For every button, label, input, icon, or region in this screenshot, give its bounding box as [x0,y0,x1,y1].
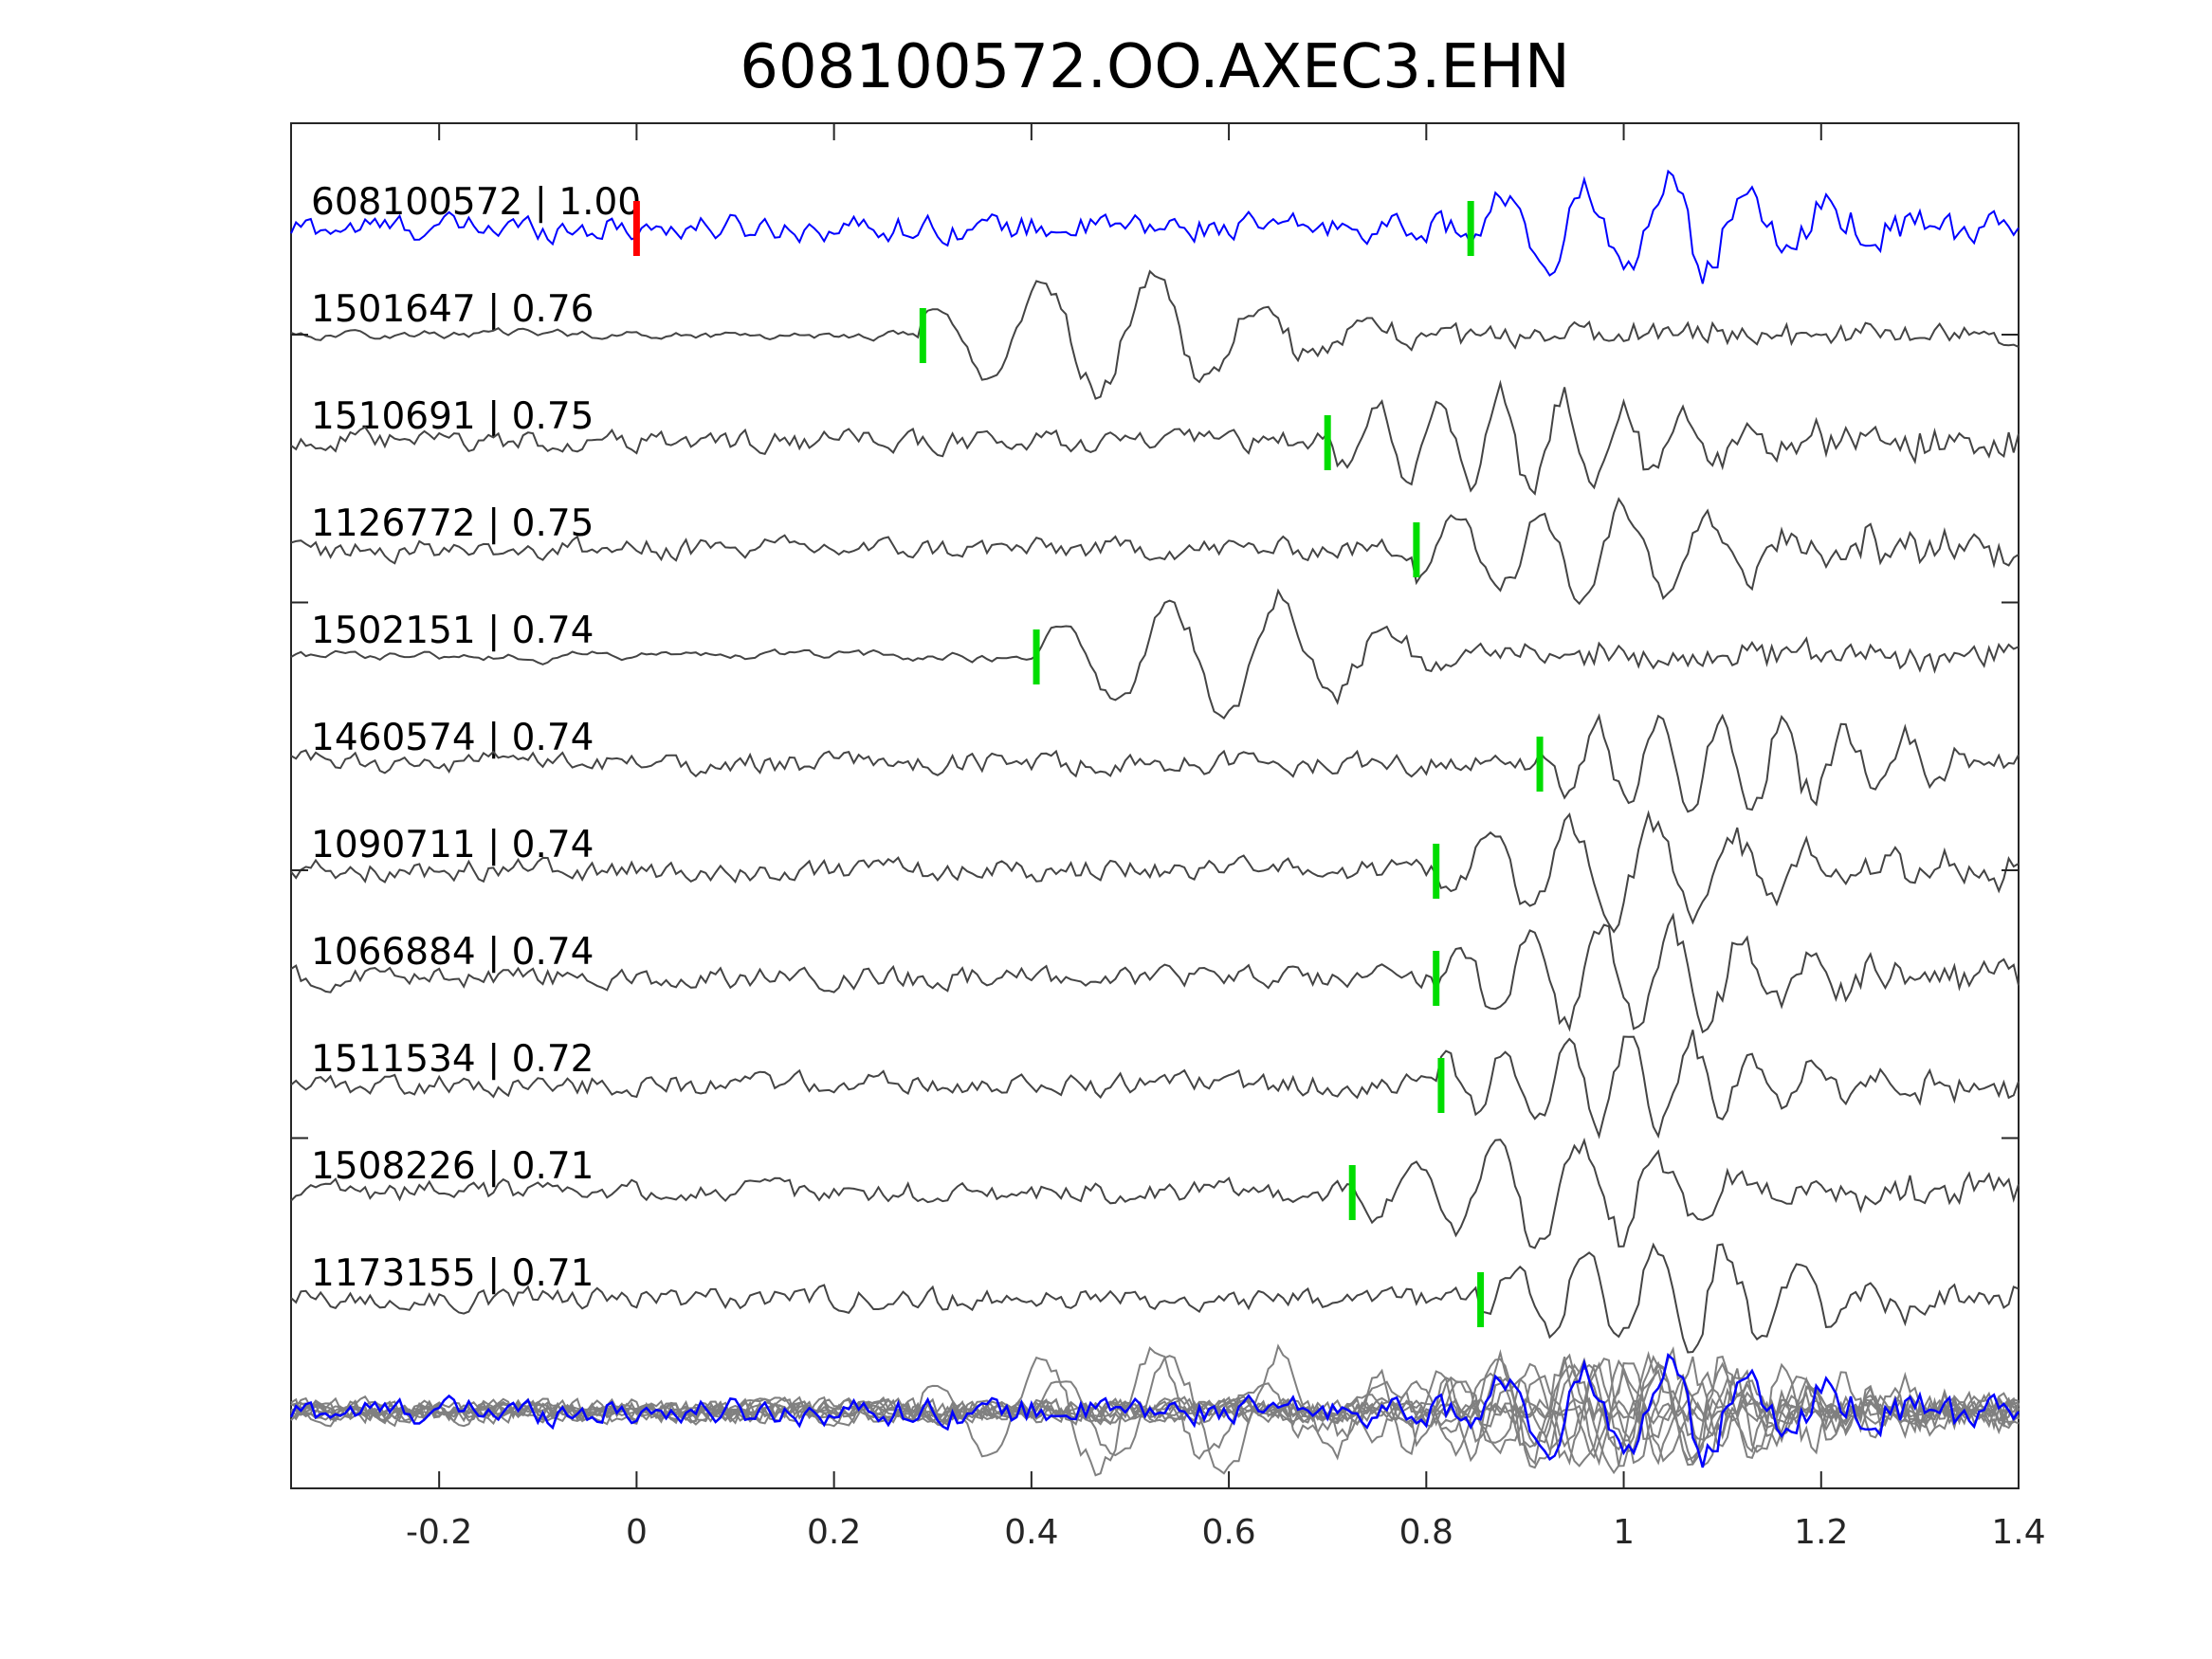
trace-label: 1090711 | 0.74 [311,824,594,866]
trace-line [290,1030,2020,1139]
stack-trace [290,1356,2020,1467]
trace-line [290,497,2020,606]
trace-line [290,379,2020,496]
x-tick-label: 0.8 [1399,1513,1453,1552]
trace-label: 1460574 | 0.74 [311,717,594,759]
trace-label: 1508226 | 0.71 [311,1145,594,1188]
trace-line [290,912,2020,1034]
trace-label: 1510691 | 0.75 [311,395,594,438]
trace-label: 1502151 | 0.74 [311,610,594,652]
stack-trace [290,1355,2020,1467]
x-tick-label: 1.2 [1794,1513,1848,1552]
trace-label: 608100572 | 1.00 [311,181,641,224]
trace-line [290,1242,2020,1354]
trace-label: 1066884 | 0.74 [311,931,594,974]
x-tick-label: 0.4 [1004,1513,1058,1552]
trace-line [290,588,2020,720]
traces-group: 608100572 | 1.00 1501647 | 0.76 1510691 | … [289,169,2020,1477]
reference-trace [290,169,2020,284]
trace-line [290,1137,2020,1249]
x-tick-label: -0.2 [406,1513,472,1552]
trace-label: 1126772 | 0.75 [311,502,594,545]
x-tick-label: 1 [1613,1513,1635,1552]
trace-line [290,713,2020,813]
trace-line [290,810,2020,934]
x-tick-label: 0.2 [807,1513,861,1552]
x-tick-label: 0 [626,1513,648,1552]
y-axis [291,334,2019,1139]
x-tick-label: 0.6 [1201,1513,1255,1552]
x-axis: -0.2 0 0.2 0.4 0.6 0.8 1 1.2 1.4 [406,123,2046,1552]
stack-reference-trace [289,1352,2020,1468]
chart-title: 608100572.OO.AXEC3.EHN [740,32,1570,102]
x-tick-label: 1.4 [1991,1513,2045,1552]
trace-label: 1501647 | 0.76 [311,288,594,331]
trace-line [290,269,2020,400]
trace-label: 1511534 | 0.72 [311,1038,594,1081]
trace-label: 1173155 | 0.71 [311,1252,594,1295]
